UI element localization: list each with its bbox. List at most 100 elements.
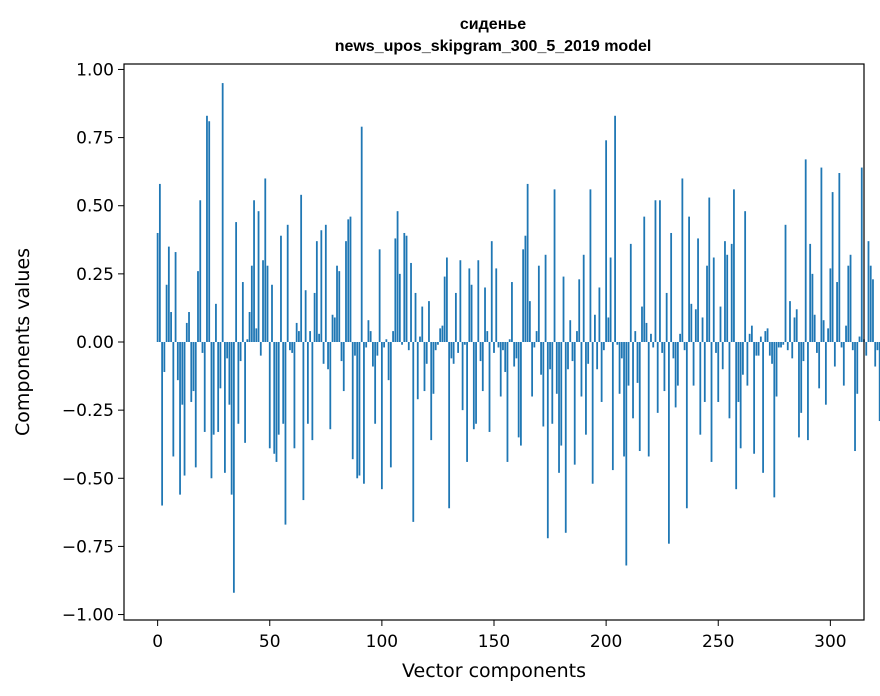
- bar-117: [419, 336, 421, 342]
- bar-218: [645, 322, 648, 342]
- bar-60: [291, 342, 294, 353]
- bar-15: [190, 342, 193, 402]
- bar-193: [589, 189, 592, 342]
- bar-87: [351, 342, 354, 460]
- y-tick-label-1: 0.75: [76, 129, 114, 149]
- bar-99: [378, 249, 381, 342]
- bar-150: [493, 342, 495, 353]
- bar-111: [405, 235, 408, 342]
- bar-319: [872, 279, 874, 342]
- bar-133: [454, 292, 457, 342]
- bar-226: [663, 342, 666, 392]
- bar-287: [800, 342, 803, 413]
- bar-306: [842, 342, 845, 386]
- bar-192: [587, 342, 590, 364]
- bar-170: [537, 265, 540, 342]
- bar-245: [706, 265, 708, 342]
- bar-98: [376, 342, 379, 356]
- bar-2: [161, 342, 164, 506]
- bar-159: [513, 342, 516, 367]
- bar-220: [650, 333, 652, 342]
- bar-14: [188, 312, 190, 342]
- bar-228: [668, 342, 670, 544]
- bar-43: [253, 200, 255, 342]
- bar-10: [179, 342, 181, 495]
- bar-74: [322, 342, 325, 364]
- bar-161: [517, 342, 520, 438]
- bar-301: [831, 192, 834, 342]
- bar-211: [629, 243, 632, 342]
- bar-59: [289, 342, 291, 351]
- bar-105: [392, 331, 394, 342]
- bar-123: [432, 342, 435, 394]
- bar-94: [367, 320, 370, 342]
- bar-56: [282, 342, 285, 424]
- bar-112: [407, 342, 410, 351]
- bar-175: [549, 342, 551, 370]
- bar-275: [773, 342, 776, 498]
- bar-31: [226, 342, 229, 359]
- bar-310: [851, 342, 854, 351]
- bar-28: [219, 342, 222, 389]
- bar-5: [167, 246, 170, 342]
- bar-177: [553, 189, 556, 342]
- bar-42: [250, 265, 253, 342]
- bar-78: [331, 314, 334, 342]
- bar-136: [461, 342, 464, 411]
- bar-104: [389, 342, 392, 468]
- bar-221: [652, 342, 655, 348]
- bar-33: [230, 342, 233, 495]
- bar-250: [717, 342, 720, 402]
- bar-213: [634, 331, 637, 342]
- bar-214: [636, 342, 639, 383]
- bar-64: [300, 194, 303, 342]
- y-tick-label-3: 0.25: [76, 265, 114, 285]
- plot-frame: [123, 63, 865, 621]
- bar-95: [369, 331, 372, 342]
- bar-223: [656, 342, 659, 413]
- bar-176: [551, 342, 554, 424]
- bar-204: [614, 115, 616, 342]
- bar-239: [692, 342, 695, 386]
- bar-100: [380, 342, 383, 490]
- bar-238: [690, 303, 693, 342]
- bar-9: [176, 342, 179, 381]
- bar-35: [235, 222, 238, 342]
- bar-140: [470, 284, 473, 342]
- bar-125: [437, 342, 439, 345]
- bar-298: [824, 342, 827, 405]
- bar-300: [829, 268, 832, 342]
- bar-116: [416, 342, 419, 400]
- bar-171: [540, 342, 542, 375]
- bar-320: [874, 342, 877, 367]
- bar-77: [329, 342, 332, 430]
- bar-308: [847, 265, 850, 342]
- bar-189: [580, 342, 583, 397]
- bar-191: [585, 342, 587, 435]
- bar-41: [248, 312, 251, 342]
- bar-283: [791, 342, 794, 359]
- bar-260: [739, 342, 742, 449]
- bar-190: [582, 254, 585, 342]
- bar-314: [860, 167, 863, 342]
- bar-264: [748, 333, 751, 342]
- bar-45: [257, 211, 260, 342]
- bar-57: [284, 342, 287, 525]
- bar-196: [596, 342, 599, 370]
- bar-244: [703, 342, 706, 402]
- bar-219: [647, 342, 650, 457]
- bar-162: [520, 342, 522, 446]
- bar-137: [463, 342, 466, 345]
- bar-253: [724, 241, 726, 342]
- bar-155: [504, 342, 507, 372]
- bars-group: [156, 83, 880, 593]
- bar-55: [280, 235, 282, 342]
- bar-321: [876, 342, 879, 351]
- bar-184: [569, 320, 572, 342]
- bar-276: [775, 342, 778, 397]
- bar-0: [156, 232, 159, 342]
- bar-278: [780, 342, 782, 348]
- bar-18: [197, 271, 199, 342]
